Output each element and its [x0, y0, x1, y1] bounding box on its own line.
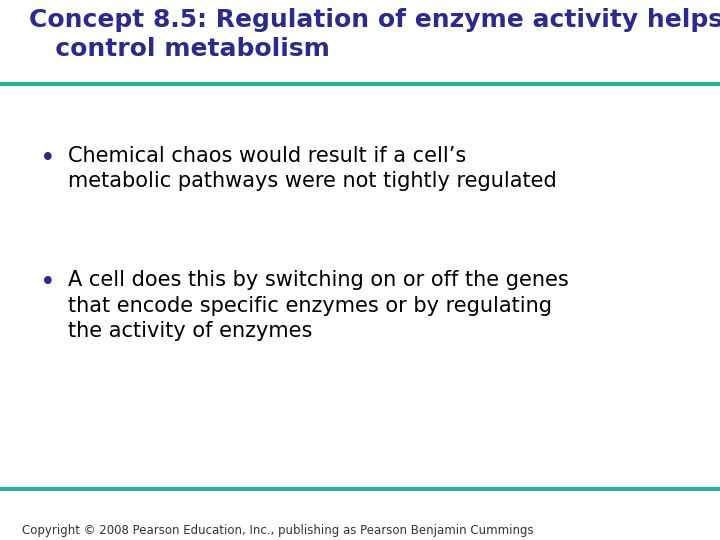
- Text: •: •: [40, 270, 55, 296]
- Text: Copyright © 2008 Pearson Education, Inc., publishing as Pearson Benjamin Cumming: Copyright © 2008 Pearson Education, Inc.…: [22, 524, 534, 537]
- Text: A cell does this by switching on or off the genes
that encode specific enzymes o: A cell does this by switching on or off …: [68, 270, 569, 341]
- Text: Chemical chaos would result if a cell’s
metabolic pathways were not tightly regu: Chemical chaos would result if a cell’s …: [68, 146, 557, 191]
- Text: •: •: [40, 146, 55, 172]
- Text: Concept 8.5: Regulation of enzyme activity helps
   control metabolism: Concept 8.5: Regulation of enzyme activi…: [29, 8, 720, 61]
